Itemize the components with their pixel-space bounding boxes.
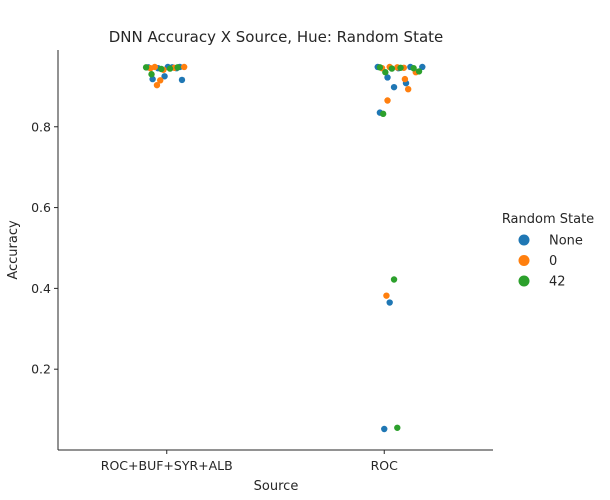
data-point [161, 73, 168, 80]
data-point [166, 65, 174, 72]
legend-marker [518, 255, 530, 266]
data-point [390, 276, 398, 283]
data-point [379, 110, 387, 118]
legend-label: 42 [549, 275, 566, 290]
data-point [404, 85, 412, 93]
data-point [419, 63, 426, 71]
data-point [384, 74, 391, 81]
data-point [410, 64, 417, 72]
y-axis-label: Accuracy [6, 220, 21, 280]
data-point [149, 75, 156, 83]
data-point [388, 65, 396, 72]
x-axis-label: Source [254, 479, 299, 494]
data-point [394, 424, 401, 431]
y-ticks: 0.2 0.4 0.6 0.8 [31, 119, 58, 377]
legend-marker [518, 234, 530, 246]
y-tick-label: 0.6 [31, 200, 51, 215]
data-point [390, 83, 398, 91]
data-point [148, 71, 155, 78]
data-point [158, 65, 165, 73]
data-point [397, 64, 404, 71]
data-point [180, 63, 188, 71]
x-tick-label: ROC [371, 458, 399, 473]
chart-title: DNN Accuracy X Source, Hue: Random State [109, 28, 444, 46]
data-point [415, 68, 423, 75]
data-point [401, 75, 409, 83]
x-tick-label: ROC+BUF+SYR+ALB [101, 458, 233, 473]
y-tick-label: 0.2 [31, 362, 51, 377]
data-point [174, 64, 181, 71]
data-point [178, 76, 186, 84]
data-point [142, 64, 150, 71]
data-point [383, 292, 390, 299]
data-point [151, 63, 158, 71]
legend-marker [518, 275, 530, 287]
data-point [386, 299, 393, 306]
data-point [153, 81, 161, 89]
data-point [157, 77, 164, 84]
legend-title: Random State [502, 212, 594, 227]
legend-label: None [549, 234, 583, 249]
data-point [376, 64, 384, 71]
y-tick-label: 0.4 [31, 281, 51, 296]
y-tick-label: 0.8 [31, 119, 51, 134]
data-point [382, 69, 389, 76]
data-point [381, 425, 388, 433]
plot-area [142, 63, 426, 433]
data-point [384, 97, 391, 104]
x-ticks: ROC+BUF+SYR+ALB ROC [101, 450, 398, 473]
legend-label: 0 [549, 254, 557, 269]
legend: Random State None 0 42 [502, 212, 594, 290]
